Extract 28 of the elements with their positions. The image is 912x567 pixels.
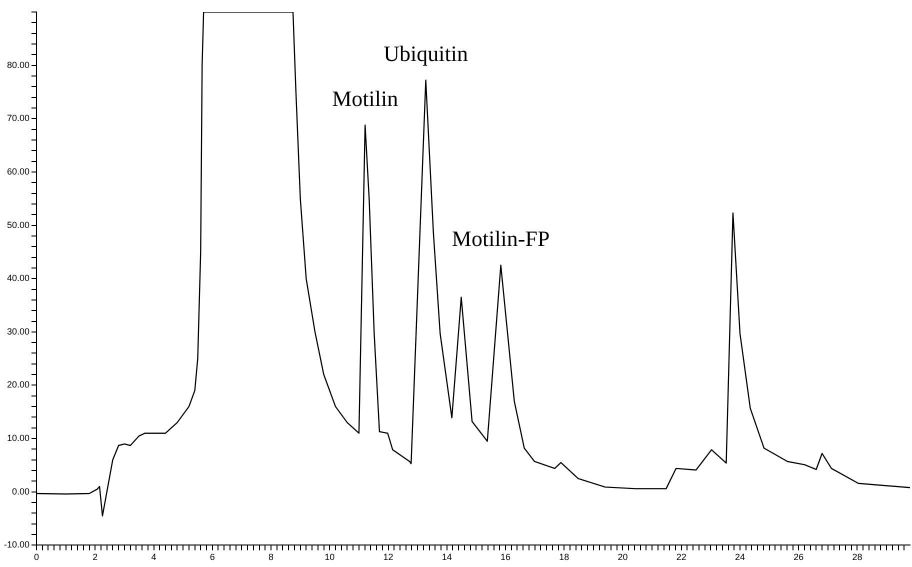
y-tick-label: -10.00 (4, 540, 30, 550)
x-tick-label: 8 (268, 552, 274, 562)
x-tick-label: 0 (34, 552, 40, 562)
x-tick-label: 28 (852, 552, 862, 562)
annotation: Motilin-FP (452, 226, 550, 252)
x-tick-label: 10 (324, 552, 335, 562)
annotation: Motilin (332, 86, 398, 111)
x-tick-label: 6 (210, 552, 215, 562)
y-tick-label: 10.00 (6, 433, 30, 444)
y-tick-label: 30.00 (6, 326, 30, 336)
y-tick-label: 60.00 (6, 166, 30, 176)
x-tick-label: 14 (442, 552, 452, 562)
annotation: Ubiquitin (384, 41, 468, 66)
y-tick-label: 70.00 (6, 113, 30, 124)
x-tick-label: 24 (734, 552, 745, 562)
y-tick-label: 50.00 (6, 220, 30, 230)
x-tick-label: 16 (500, 552, 511, 562)
x-tick-label: 26 (794, 552, 804, 562)
x-tick-label: 12 (383, 552, 394, 562)
x-tick-label: 2 (92, 552, 98, 562)
x-tick-label: 20 (618, 552, 628, 562)
x-tick-label: 18 (559, 552, 570, 562)
y-tick-label: 80.00 (6, 60, 30, 70)
y-tick-label: 0.00 (12, 486, 30, 496)
y-tick-label: 40.00 (6, 273, 30, 284)
y-tick-label: 20.00 (6, 380, 30, 390)
x-tick-label: 4 (151, 552, 156, 562)
x-tick-label: 22 (676, 552, 686, 562)
